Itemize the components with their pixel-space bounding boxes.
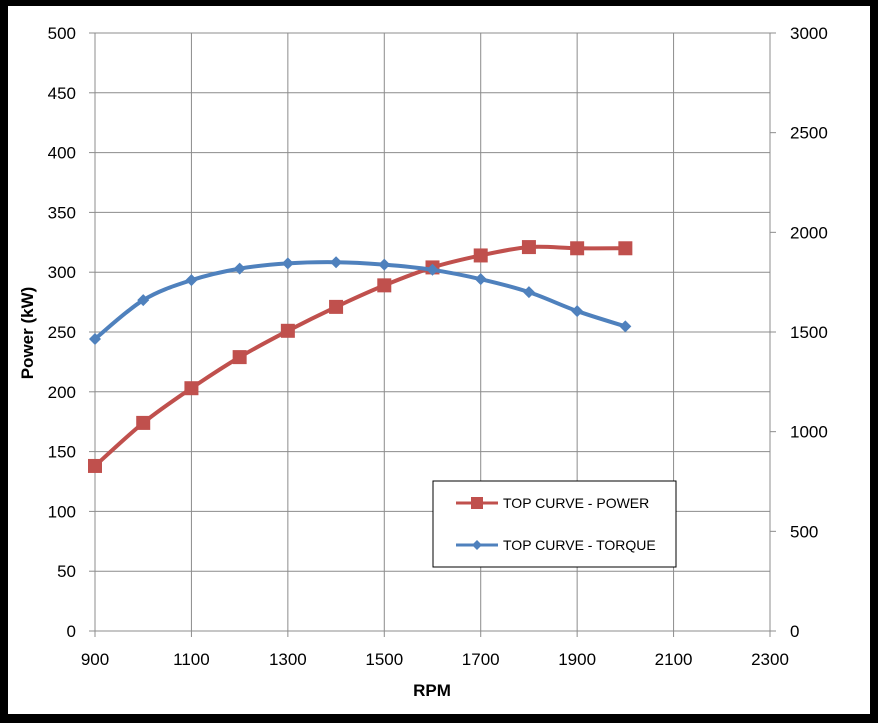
data-point-torque (330, 256, 343, 269)
data-point-torque (522, 286, 535, 299)
y-tick-label: 250 (48, 323, 76, 342)
y-axis-title: Power (kW) (18, 287, 37, 380)
x-tick-label: 2100 (655, 650, 693, 669)
data-point-power (280, 323, 295, 338)
y-tick-label: 150 (48, 443, 76, 462)
legend-marker-torque (472, 540, 482, 550)
data-point-torque (474, 273, 487, 286)
chart-frame (8, 6, 870, 714)
data-point-torque (619, 320, 632, 333)
data-point-power (184, 381, 199, 396)
x-tick-label: 1300 (269, 650, 307, 669)
series-line-power (93, 244, 628, 468)
y-tick-label: 500 (48, 24, 76, 43)
data-point-torque (378, 258, 391, 271)
y2-tick-label: 500 (790, 522, 818, 541)
series-line-torque (93, 260, 628, 341)
y-tick-label: 450 (48, 84, 76, 103)
data-point-power (377, 278, 392, 293)
y-tick-label: 300 (48, 263, 76, 282)
legend-box (432, 480, 677, 568)
x-axis-title: RPM (413, 681, 451, 700)
y-tick-label: 350 (48, 203, 76, 222)
data-point-power (329, 299, 344, 314)
legend: TOP CURVE - POWER TOP CURVE - TORQUE (432, 480, 677, 568)
y2-tick-label: 1500 (790, 323, 828, 342)
legend-label-power: TOP CURVE - POWER (503, 495, 649, 511)
data-point-power (88, 458, 102, 473)
data-point-power (570, 241, 585, 256)
data-point-torque (185, 274, 198, 287)
x-tick-label: 1500 (365, 650, 403, 669)
x-tick-label: 2300 (751, 650, 789, 669)
series-layer (88, 240, 633, 473)
y2-tick-label: 2500 (790, 124, 828, 143)
data-point-power (136, 415, 151, 430)
data-point-power (521, 240, 536, 255)
data-point-torque (571, 305, 584, 318)
legend-label-torque: TOP CURVE - TORQUE (503, 537, 656, 553)
data-point-torque (281, 257, 294, 270)
data-point-torque (233, 262, 246, 275)
y2-tick-label: 1000 (790, 423, 828, 442)
y2-tick-label: 0 (790, 622, 799, 641)
y-tick-label: 100 (48, 502, 76, 521)
y-tick-label: 400 (48, 144, 76, 163)
x-tick-label: 1100 (173, 650, 210, 669)
x-tick-label: 900 (81, 650, 109, 669)
data-point-torque (137, 294, 150, 307)
left-y-axis-ticks: 0 50 100 150 200 250 300 350 400 450 500 (48, 24, 95, 641)
x-tick-label: 1700 (462, 650, 500, 669)
y2-tick-label: 3000 (790, 24, 828, 43)
y-tick-label: 0 (67, 622, 76, 641)
y-tick-label: 50 (57, 562, 76, 581)
x-axis-ticks: 900 1100 1300 1500 1700 1900 2100 2300 (81, 631, 789, 669)
y-tick-label: 200 (48, 383, 76, 402)
right-y-axis-ticks: 0 500 1000 1500 2000 2500 3000 (770, 24, 828, 641)
data-point-power (232, 350, 247, 365)
data-point-power (473, 248, 488, 263)
legend-marker-power (471, 497, 483, 509)
data-point-torque (426, 263, 439, 276)
x-tick-label: 1900 (558, 650, 596, 669)
y2-tick-label: 2000 (790, 223, 828, 242)
data-point-power (618, 241, 633, 256)
data-point-torque (89, 332, 101, 345)
